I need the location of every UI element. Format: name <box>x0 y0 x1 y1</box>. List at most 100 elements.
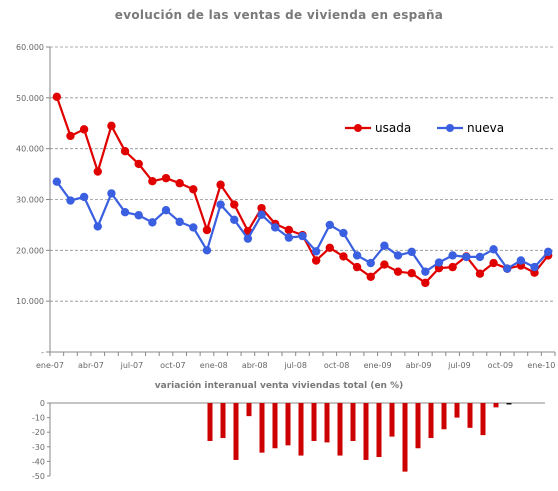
bar <box>298 403 304 456</box>
y-tick-label: 30.000 <box>16 196 44 205</box>
data-point-usada <box>66 131 75 141</box>
x-tick-label: ene-09 <box>364 361 392 370</box>
line-chart-plot: - 10.000 20.000 30.000 40.000 50.000 60.000 ene… <box>16 43 556 370</box>
data-point-usada <box>230 200 239 209</box>
x-tick-label: oct-09 <box>488 361 514 370</box>
data-point-usada <box>311 256 321 265</box>
bar-y-tick-label: -40 <box>32 457 45 466</box>
data-point-nueva <box>230 215 239 225</box>
x-tick-label: ene-08 <box>200 361 228 370</box>
data-point-usada <box>175 179 184 188</box>
data-point-nueva <box>434 258 444 267</box>
data-point-nueva <box>120 208 130 217</box>
data-point-usada <box>448 262 457 272</box>
bar <box>285 403 291 446</box>
y-tick-label: - <box>41 348 44 357</box>
data-point-nueva <box>503 264 512 273</box>
bar <box>480 403 486 436</box>
bar-y-tick-label: -50 <box>32 472 45 481</box>
legend-label-nueva: nueva <box>467 121 504 135</box>
x-tick-label: oct-08 <box>324 361 350 370</box>
data-point-nueva <box>79 192 89 202</box>
data-point-nueva <box>325 220 334 230</box>
data-point-usada <box>407 269 416 278</box>
data-point-usada <box>52 92 62 102</box>
bar-y-tick-label: 0 <box>40 399 45 408</box>
data-point-nueva <box>93 222 102 231</box>
data-point-usada <box>421 278 430 288</box>
y-tick-label: 10.000 <box>16 297 44 306</box>
bar <box>272 403 278 449</box>
bar <box>441 403 447 430</box>
main-chart-title: evolución de las ventas de vivienda en e… <box>115 8 443 22</box>
y-tick-label: 20.000 <box>16 246 44 255</box>
data-point-nueva <box>271 223 280 232</box>
data-point-usada <box>148 177 157 186</box>
data-point-nueva <box>407 247 416 257</box>
bar <box>493 403 499 408</box>
data-point-usada <box>120 147 130 156</box>
bar-chart-title: variación interanual venta viviendas tot… <box>155 380 403 391</box>
bar <box>311 403 317 441</box>
bar <box>350 403 356 441</box>
data-point-nueva <box>475 252 485 262</box>
data-point-usada <box>202 225 212 235</box>
bar <box>337 403 343 456</box>
data-point-usada <box>393 267 403 276</box>
data-point-nueva <box>284 233 294 242</box>
x-tick-label: ene-07 <box>36 361 64 370</box>
x-tick-label: ene-10 <box>527 361 555 370</box>
data-point-nueva <box>52 177 62 186</box>
data-point-nueva <box>107 189 116 198</box>
data-point-nueva <box>175 217 184 227</box>
data-point-nueva <box>462 252 471 262</box>
data-point-nueva <box>393 251 403 260</box>
x-tick-label: abr-09 <box>406 361 432 370</box>
bar <box>259 403 265 453</box>
bar <box>363 403 369 460</box>
data-point-nueva <box>421 267 430 276</box>
bar <box>220 403 226 439</box>
bar <box>376 403 382 458</box>
bar <box>402 403 408 472</box>
data-point-usada <box>93 167 102 176</box>
data-point-nueva <box>298 231 307 241</box>
bar <box>428 403 434 439</box>
y-tick-label: 50.000 <box>16 94 44 103</box>
data-point-nueva <box>380 241 389 250</box>
bar-y-tick-label: -10 <box>32 414 45 423</box>
x-tick-label: jul-07 <box>120 361 144 370</box>
data-point-usada <box>475 269 485 278</box>
y-tick-label: 40.000 <box>16 145 44 154</box>
bar <box>324 403 330 443</box>
data-point-nueva <box>216 200 225 209</box>
data-point-usada <box>489 258 498 268</box>
data-point-nueva <box>161 205 171 215</box>
data-point-usada <box>366 272 375 281</box>
data-point-nueva <box>543 247 553 257</box>
data-point-usada <box>352 262 362 272</box>
data-point-nueva <box>243 234 253 243</box>
legend-label-usada: usada <box>375 121 411 135</box>
data-point-nueva <box>202 246 212 255</box>
data-point-usada <box>325 243 334 252</box>
legend-marker-usada <box>354 124 362 132</box>
bar <box>233 403 239 460</box>
x-tick-label: oct-07 <box>160 361 186 370</box>
bar <box>454 403 460 418</box>
bar-y-tick-label: -30 <box>32 443 45 452</box>
y-tick-label: 60.000 <box>16 43 44 52</box>
data-point-nueva <box>148 218 157 227</box>
x-tick-label: abr-08 <box>242 361 268 370</box>
data-point-nueva <box>257 210 266 219</box>
x-tick-label: jul-09 <box>447 361 471 370</box>
legend: usada nueva <box>345 121 504 135</box>
data-point-nueva <box>189 223 198 232</box>
bar <box>207 403 213 441</box>
bar <box>415 403 421 449</box>
data-point-usada <box>79 125 89 134</box>
data-point-usada <box>339 252 348 261</box>
bar <box>467 403 473 428</box>
